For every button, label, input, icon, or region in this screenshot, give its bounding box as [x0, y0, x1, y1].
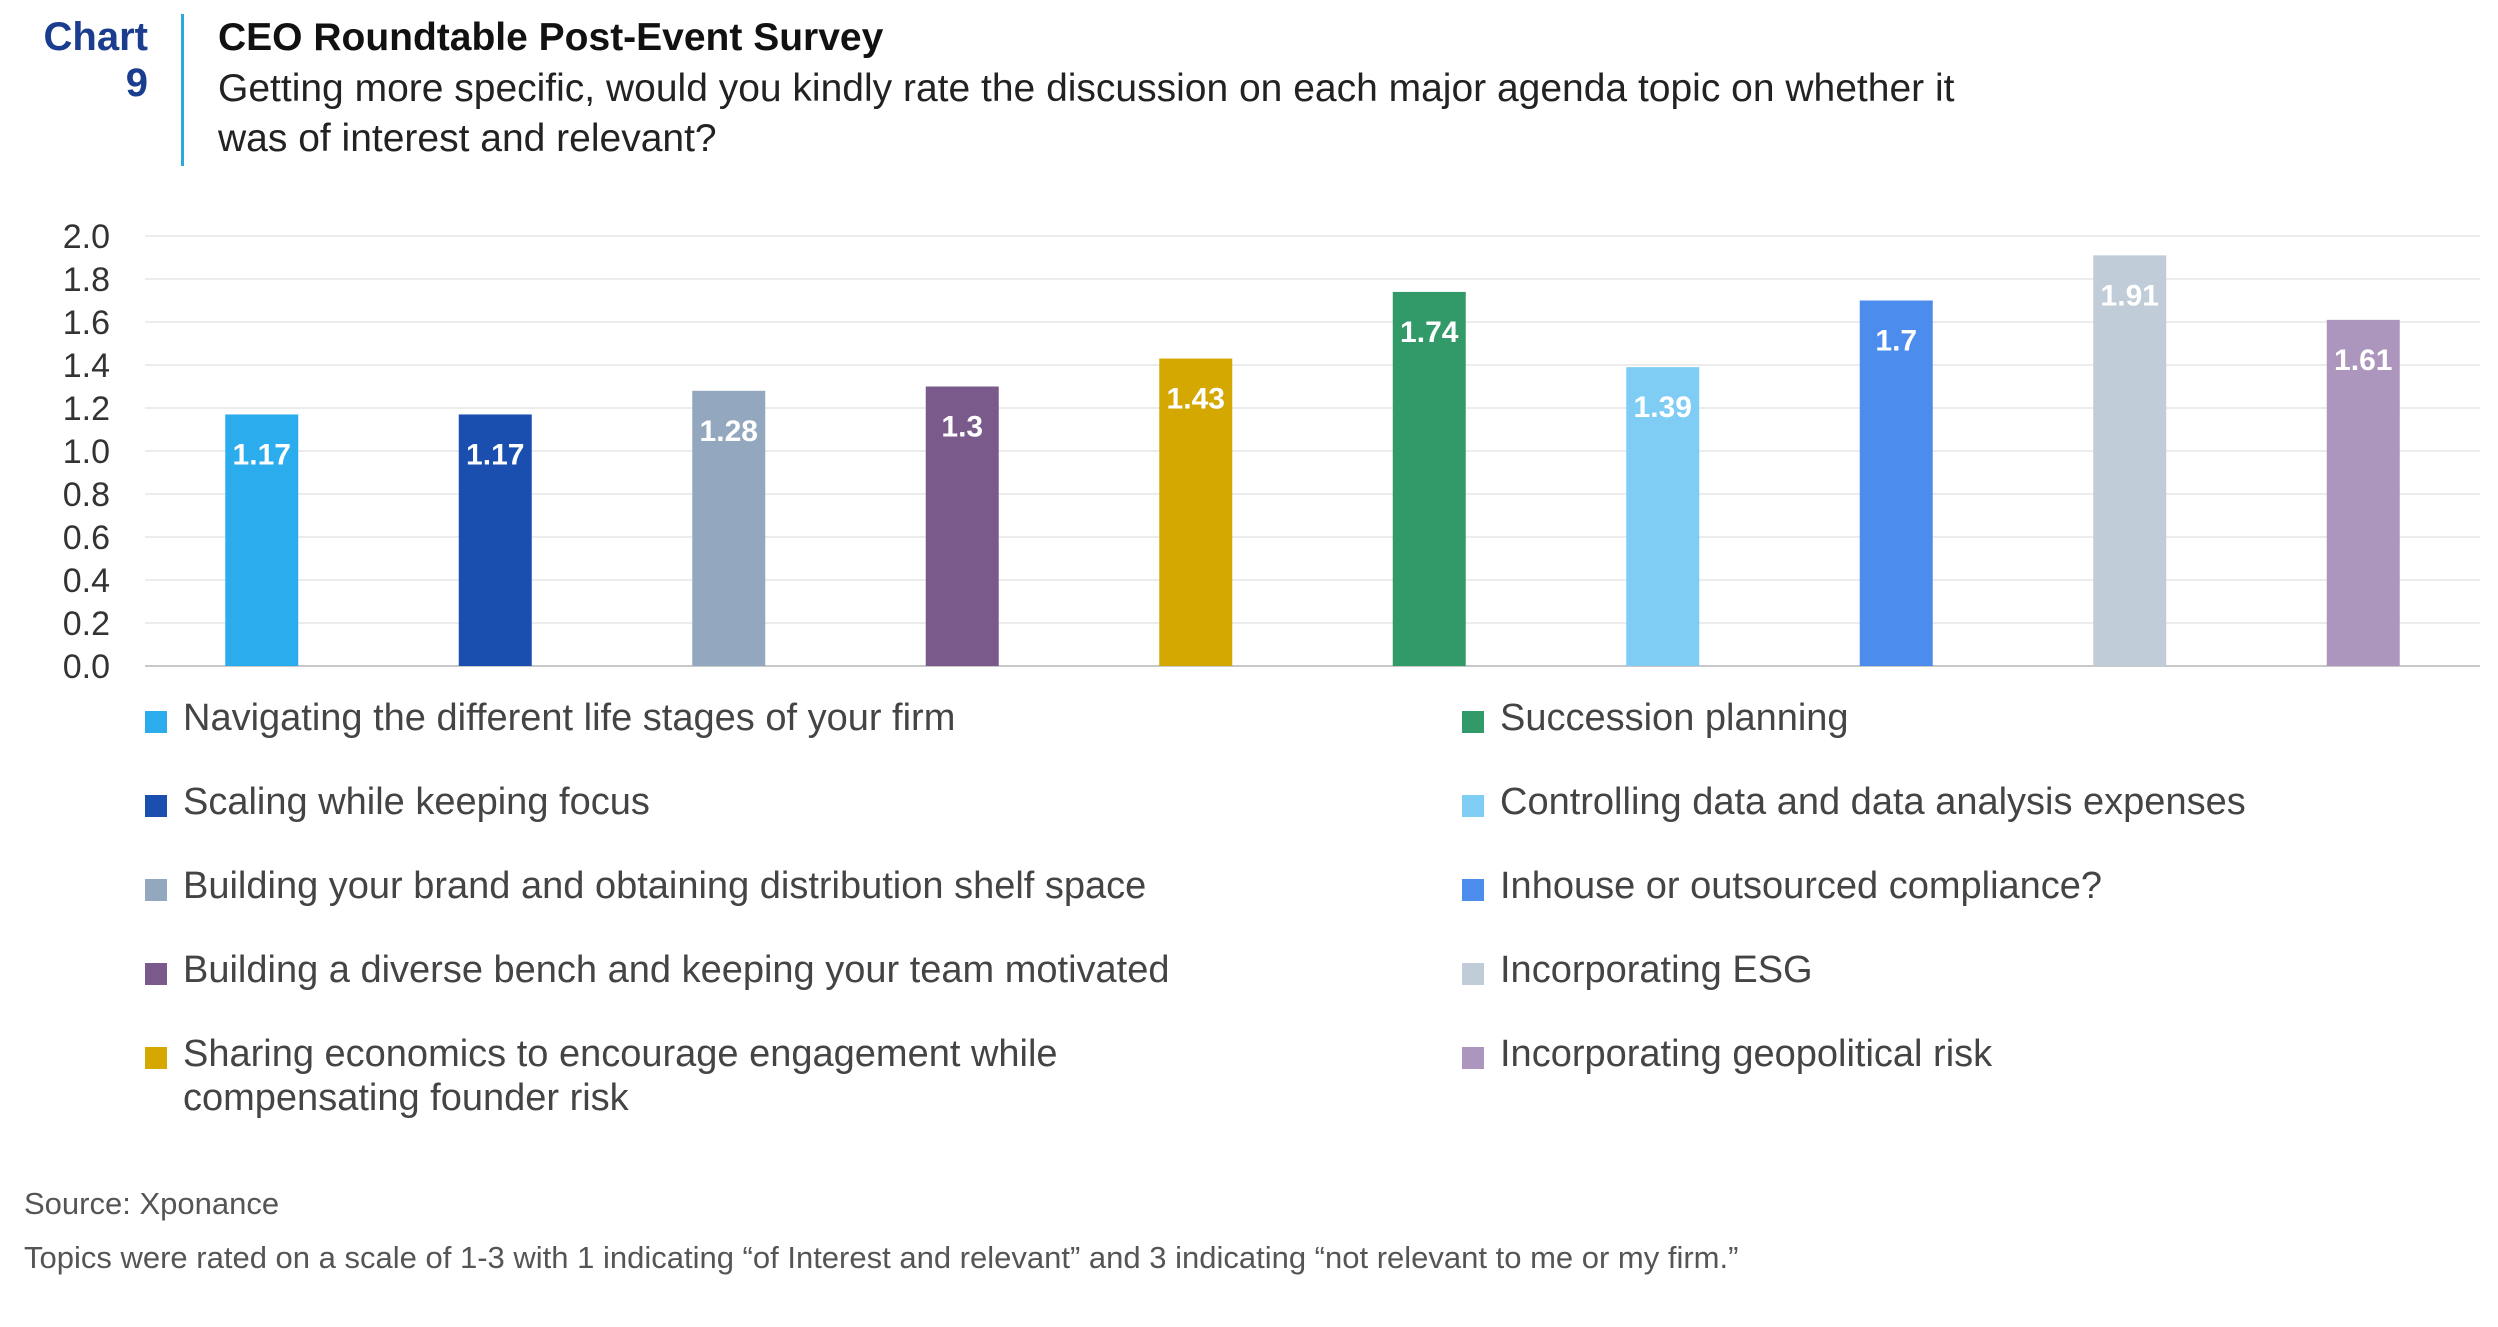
legend-item: Sharing economics to encourage engagemen… — [145, 1032, 1295, 1120]
bar — [2093, 255, 2167, 666]
legend-item: Incorporating ESG — [1462, 948, 2462, 992]
y-tick-label: 1.6 — [63, 304, 110, 342]
legend-label: Incorporating geopolitical risk — [1500, 1033, 1993, 1075]
legend-swatch — [1462, 795, 1484, 817]
bar — [692, 390, 766, 666]
data-label: 1.28 — [700, 415, 758, 448]
legend-item: Building a diverse bench and keeping you… — [145, 948, 1295, 992]
legend-item: Navigating the different life stages of … — [145, 696, 1295, 740]
legend-label: Building a diverse bench and keeping you… — [183, 949, 1170, 991]
data-label: 1.3 — [941, 411, 983, 444]
legend-label: Controlling data and data analysis expen… — [1500, 781, 2246, 823]
legend-swatch — [145, 963, 167, 985]
legend-label: Incorporating ESG — [1500, 949, 1813, 991]
chart-title: CEO Roundtable Post-Event Survey — [218, 16, 884, 59]
bar-chart: 0.0 0.2 0.4 0.6 0.8 1.0 1.2 1.4 1.6 1.8 2.0 1.17 1.1… — [63, 218, 2480, 680]
y-tick-label: 0.4 — [63, 562, 110, 600]
chart-subtitle: Getting more specific, would you kindly … — [218, 67, 1955, 160]
data-label: 1.39 — [1634, 391, 1692, 424]
bar — [1859, 300, 1933, 666]
data-label: 1.17 — [233, 438, 291, 471]
legend-swatch — [1462, 711, 1484, 733]
y-tick-label: 1.0 — [63, 433, 110, 471]
data-label: 1.61 — [2334, 344, 2392, 377]
data-label: 1.17 — [466, 438, 524, 471]
bar — [2326, 319, 2400, 666]
legend-swatch — [145, 879, 167, 901]
bar — [225, 414, 299, 666]
rating-scale-note: Topics were rated on a scale of 1-3 with… — [24, 1240, 1739, 1275]
legend-item: Succession planning — [1462, 696, 2462, 740]
legend-swatch — [145, 795, 167, 817]
y-tick-label: 1.4 — [63, 347, 110, 385]
legend-label: Sharing economics to encourage engagemen… — [183, 1033, 1058, 1119]
legend-item: Inhouse or outsourced compliance? — [1462, 864, 2462, 908]
legend-item: Building your brand and obtaining distri… — [145, 864, 1295, 908]
bar — [925, 386, 999, 666]
data-label: 1.74 — [1400, 316, 1459, 349]
bar — [1626, 367, 1700, 666]
y-tick-label: 1.2 — [63, 390, 110, 428]
y-tick-label: 1.8 — [63, 261, 110, 299]
y-tick-label: 0.6 — [63, 519, 110, 557]
chart-word: Chart — [43, 15, 148, 59]
data-label: 1.91 — [2101, 279, 2159, 312]
chart-number-label: Chart 9 — [20, 14, 148, 106]
legend-label: Succession planning — [1500, 697, 1849, 739]
legend-item: Incorporating geopolitical risk — [1462, 1032, 2462, 1076]
bar — [458, 414, 532, 666]
data-label: 1.7 — [1875, 325, 1917, 358]
source-note: Source: Xponance — [24, 1186, 280, 1221]
legend-swatch — [145, 711, 167, 733]
legend-label: Inhouse or outsourced compliance? — [1500, 865, 2103, 907]
legend-swatch — [145, 1047, 167, 1069]
legend-swatch — [1462, 1047, 1484, 1069]
legend-item: Controlling data and data analysis expen… — [1462, 780, 2462, 824]
legend-swatch — [1462, 963, 1484, 985]
legend-label: Building your brand and obtaining distri… — [183, 865, 1147, 907]
legend-label: Scaling while keeping focus — [183, 781, 650, 823]
y-tick-label: 0.0 — [63, 648, 110, 680]
y-tick-label: 0.8 — [63, 476, 110, 514]
y-tick-label: 0.2 — [63, 605, 110, 643]
header-divider — [181, 14, 184, 166]
chart-legend: Navigating the different life stages of … — [0, 696, 2498, 1136]
y-tick-label: 2.0 — [63, 218, 110, 256]
legend-swatch — [1462, 879, 1484, 901]
bar — [1159, 358, 1233, 666]
legend-item: Scaling while keeping focus — [145, 780, 1295, 824]
bar — [1392, 291, 1466, 666]
data-label: 1.43 — [1167, 383, 1225, 416]
chart-number: 9 — [125, 61, 148, 105]
legend-label: Navigating the different life stages of … — [183, 697, 956, 739]
